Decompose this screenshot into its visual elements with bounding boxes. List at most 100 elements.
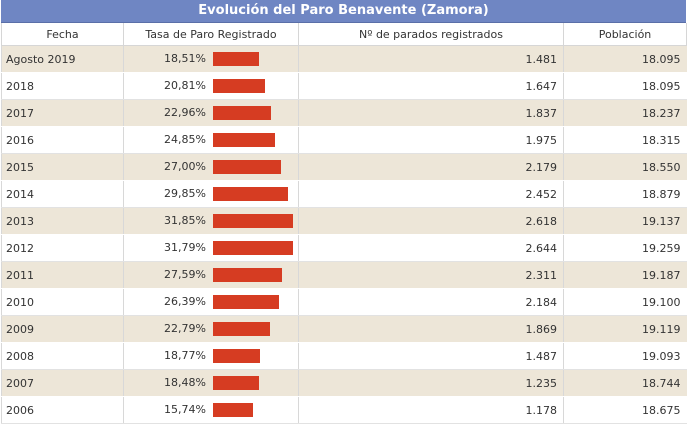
- cell-parados: 1.178: [298, 396, 564, 424]
- table-row: 2015 27,00% 2.179 18.550: [1, 153, 687, 181]
- cell-parados: 2.184: [298, 288, 564, 316]
- cell-poblacion: 18.675: [563, 396, 687, 424]
- cell-poblacion: 18.744: [563, 369, 687, 397]
- tasa-value: 20,81%: [164, 79, 206, 92]
- header-parados: Nº de parados registrados: [298, 23, 564, 46]
- table-row: Agosto 2019 18,51% 1.481 18.095: [1, 45, 687, 73]
- tasa-bar: [213, 295, 279, 309]
- cell-poblacion: 19.187: [563, 261, 687, 289]
- cell-fecha: 2016: [1, 126, 124, 154]
- cell-fecha: Agosto 2019: [1, 45, 124, 73]
- table-body: Agosto 2019 18,51% 1.481 18.095 2018 20,81% 1.…: [1, 45, 687, 424]
- cell-parados: 1.481: [298, 45, 564, 73]
- cell-tasa: 22,79%: [123, 315, 299, 343]
- tasa-bar: [213, 403, 253, 417]
- tasa-value: 26,39%: [164, 295, 206, 308]
- cell-tasa: 31,85%: [123, 207, 299, 235]
- cell-tasa: 27,00%: [123, 153, 299, 181]
- cell-parados: 2.311: [298, 261, 564, 289]
- cell-fecha: 2011: [1, 261, 124, 289]
- cell-tasa: 18,77%: [123, 342, 299, 370]
- cell-fecha: 2017: [1, 99, 124, 127]
- cell-fecha: 2015: [1, 153, 124, 181]
- tasa-bar: [213, 322, 270, 336]
- tasa-bar: [213, 52, 259, 66]
- tasa-value: 29,85%: [164, 187, 206, 200]
- cell-fecha: 2014: [1, 180, 124, 208]
- cell-poblacion: 18.095: [563, 72, 687, 100]
- cell-fecha: 2009: [1, 315, 124, 343]
- cell-parados: 1.487: [298, 342, 564, 370]
- cell-tasa: 15,74%: [123, 396, 299, 424]
- cell-poblacion: 18.237: [563, 99, 687, 127]
- tasa-value: 31,85%: [164, 214, 206, 227]
- tasa-value: 18,48%: [164, 376, 206, 389]
- table-row: 2010 26,39% 2.184 19.100: [1, 288, 687, 316]
- cell-tasa: 26,39%: [123, 288, 299, 316]
- cell-parados: 2.644: [298, 234, 564, 262]
- tasa-bar: [213, 349, 260, 363]
- table-title: Evolución del Paro Benavente (Zamora): [1, 0, 686, 23]
- cell-tasa: 27,59%: [123, 261, 299, 289]
- unemployment-table: Fecha Tasa de Paro Registrado Nº de para…: [1, 23, 687, 424]
- header-fecha: Fecha: [1, 23, 124, 46]
- cell-poblacion: 18.550: [563, 153, 687, 181]
- tasa-value: 18,77%: [164, 349, 206, 362]
- table-header-row: Fecha Tasa de Paro Registrado Nº de para…: [1, 23, 687, 46]
- table-row: 2006 15,74% 1.178 18.675: [1, 396, 687, 424]
- tasa-value: 27,00%: [164, 160, 206, 173]
- table-row: 2017 22,96% 1.837 18.237: [1, 99, 687, 127]
- table-row: 2007 18,48% 1.235 18.744: [1, 369, 687, 397]
- cell-tasa: 24,85%: [123, 126, 299, 154]
- cell-tasa: 29,85%: [123, 180, 299, 208]
- tasa-bar: [213, 268, 282, 282]
- cell-parados: 1.975: [298, 126, 564, 154]
- header-poblacion: Población: [563, 23, 687, 46]
- table-row: 2018 20,81% 1.647 18.095: [1, 72, 687, 100]
- header-tasa: Tasa de Paro Registrado: [123, 23, 299, 46]
- cell-poblacion: 18.879: [563, 180, 687, 208]
- cell-parados: 2.179: [298, 153, 564, 181]
- tasa-bar: [213, 187, 288, 201]
- cell-poblacion: 19.137: [563, 207, 687, 235]
- cell-fecha: 2013: [1, 207, 124, 235]
- table-row: 2011 27,59% 2.311 19.187: [1, 261, 687, 289]
- cell-parados: 1.235: [298, 369, 564, 397]
- cell-poblacion: 18.315: [563, 126, 687, 154]
- cell-fecha: 2007: [1, 369, 124, 397]
- cell-fecha: 2018: [1, 72, 124, 100]
- table-row: 2008 18,77% 1.487 19.093: [1, 342, 687, 370]
- tasa-bar: [213, 160, 281, 174]
- cell-parados: 1.837: [298, 99, 564, 127]
- cell-poblacion: 18.095: [563, 45, 687, 73]
- tasa-value: 31,79%: [164, 241, 206, 254]
- table-row: 2009 22,79% 1.869 19.119: [1, 315, 687, 343]
- cell-tasa: 20,81%: [123, 72, 299, 100]
- cell-poblacion: 19.093: [563, 342, 687, 370]
- cell-tasa: 31,79%: [123, 234, 299, 262]
- cell-fecha: 2008: [1, 342, 124, 370]
- tasa-bar: [213, 79, 265, 93]
- tasa-bar: [213, 241, 293, 255]
- cell-parados: 2.452: [298, 180, 564, 208]
- cell-tasa: 18,48%: [123, 369, 299, 397]
- cell-fecha: 2006: [1, 396, 124, 424]
- table-row: 2016 24,85% 1.975 18.315: [1, 126, 687, 154]
- cell-tasa: 22,96%: [123, 99, 299, 127]
- cell-parados: 1.869: [298, 315, 564, 343]
- tasa-value: 27,59%: [164, 268, 206, 281]
- cell-fecha: 2010: [1, 288, 124, 316]
- tasa-bar: [213, 214, 293, 228]
- tasa-value: 22,96%: [164, 106, 206, 119]
- cell-fecha: 2012: [1, 234, 124, 262]
- cell-poblacion: 19.259: [563, 234, 687, 262]
- tasa-value: 22,79%: [164, 322, 206, 335]
- cell-tasa: 18,51%: [123, 45, 299, 73]
- table-row: 2012 31,79% 2.644 19.259: [1, 234, 687, 262]
- tasa-bar: [213, 133, 275, 147]
- tasa-bar: [213, 106, 271, 120]
- table-row: 2013 31,85% 2.618 19.137: [1, 207, 687, 235]
- cell-poblacion: 19.100: [563, 288, 687, 316]
- cell-parados: 2.618: [298, 207, 564, 235]
